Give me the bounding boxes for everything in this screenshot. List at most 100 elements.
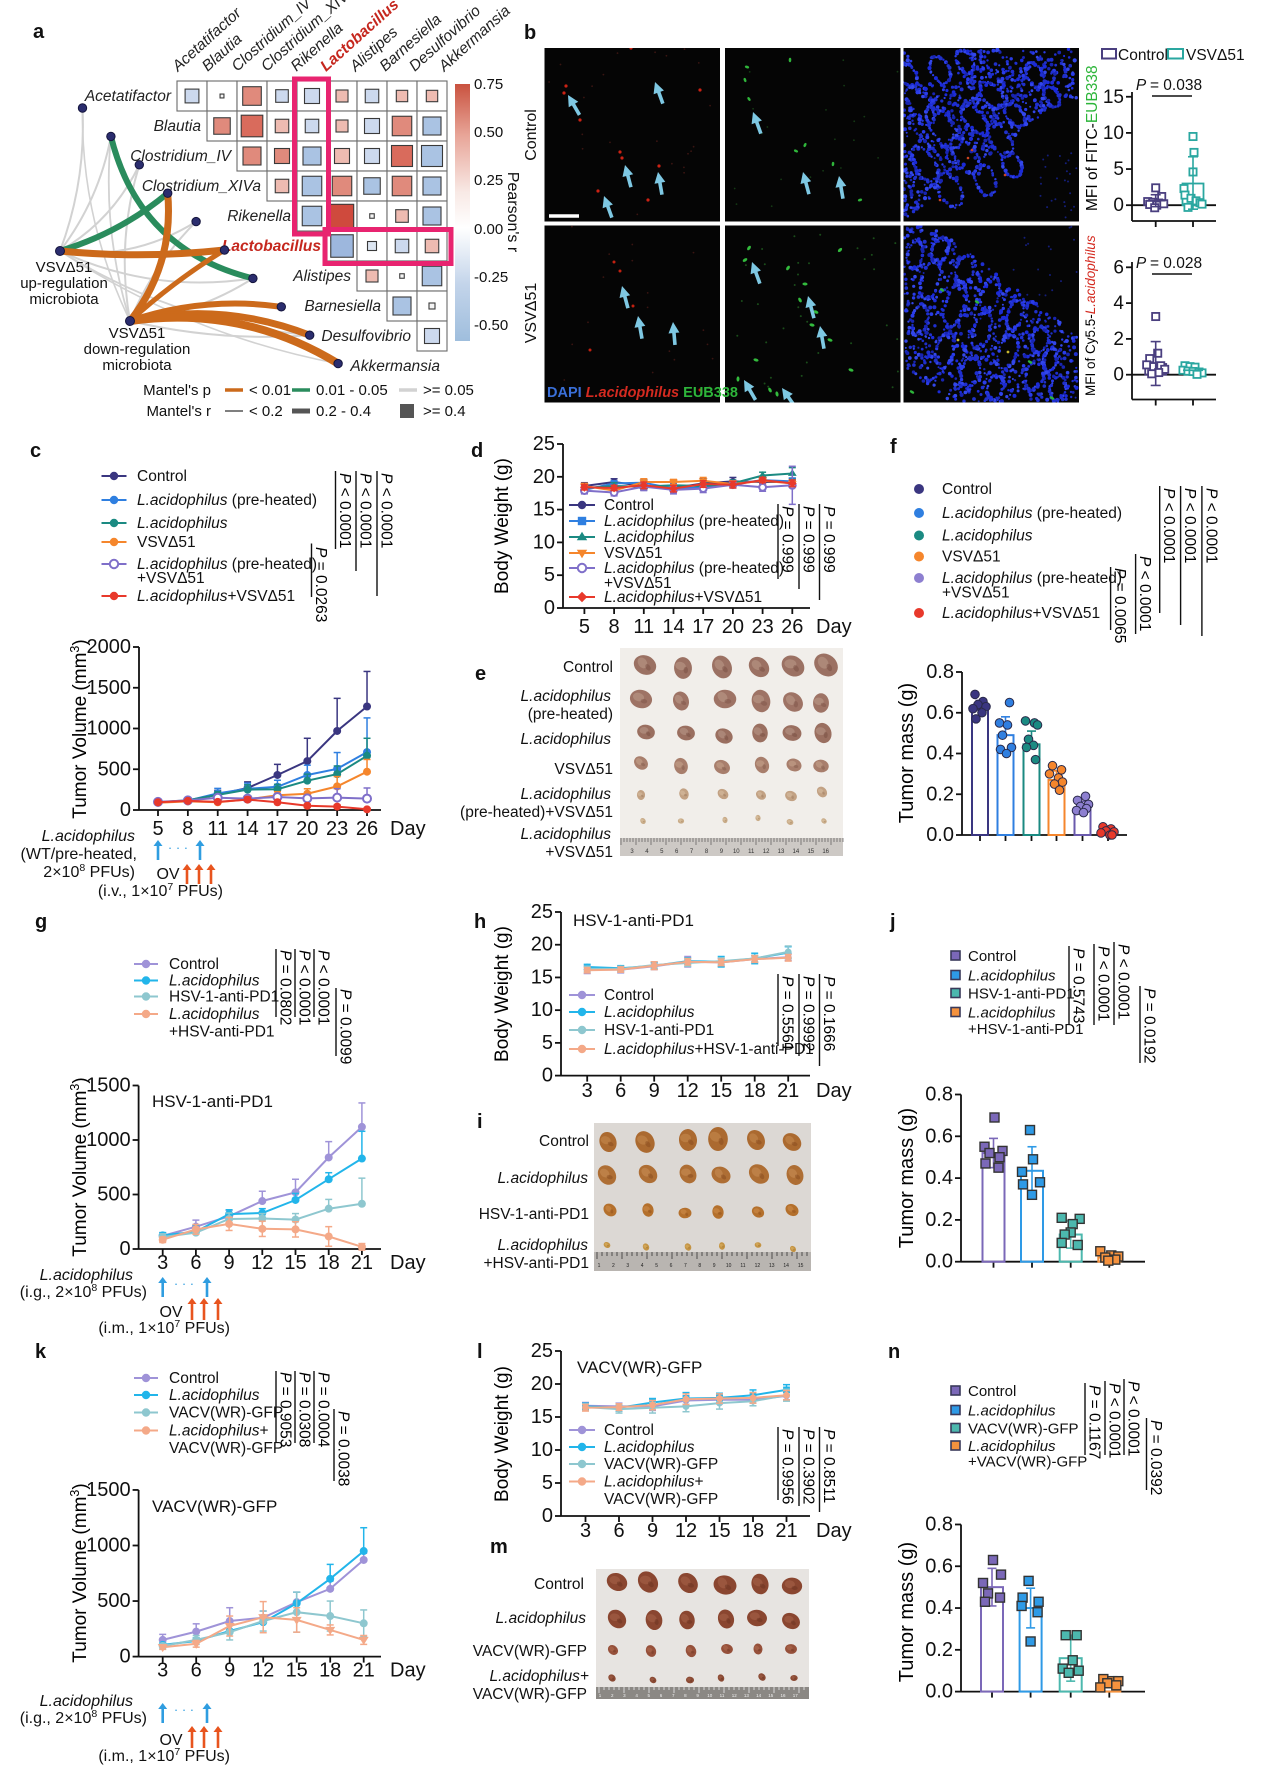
svg-text:P = 0.999: P = 0.999: [800, 506, 817, 573]
svg-text:L.acidophilus: L.acidophilus: [498, 1170, 589, 1187]
svg-text:5: 5: [542, 1032, 553, 1054]
svg-text:0.25: 0.25: [474, 172, 503, 189]
svg-text:P = 0.1666: P = 0.1666: [820, 976, 837, 1051]
svg-text:12: 12: [675, 1520, 697, 1542]
svg-text:P < 0.0001: P < 0.0001: [1106, 1383, 1123, 1458]
svg-text:11: 11: [740, 1263, 745, 1269]
svg-text:HSV-1-anti-PD1: HSV-1-anti-PD1: [604, 1022, 714, 1039]
svg-text:+VSVΔ51: +VSVΔ51: [137, 570, 205, 587]
svg-text:15: 15: [807, 849, 814, 855]
svg-text:0.6: 0.6: [926, 702, 954, 724]
svg-text:17: 17: [692, 616, 714, 638]
svg-text:Day: Day: [816, 1520, 852, 1542]
svg-text:Control: Control: [169, 1370, 219, 1387]
svg-text:P < 0.0001: P < 0.0001: [1125, 1381, 1142, 1456]
svg-text:< 0.2: < 0.2: [249, 403, 283, 420]
svg-text:0.75: 0.75: [474, 76, 503, 93]
svg-text:j: j: [889, 911, 896, 933]
svg-text:12: 12: [763, 849, 770, 855]
svg-text:Clostridium_IV: Clostridium_IV: [130, 148, 232, 165]
svg-text:g: g: [35, 911, 47, 933]
svg-text:f: f: [890, 436, 897, 458]
svg-text:P = 0.0099: P = 0.0099: [337, 989, 354, 1064]
svg-text:P = 0.0065: P = 0.0065: [1111, 568, 1128, 643]
svg-text:0: 0: [542, 1065, 553, 1087]
svg-text:9: 9: [224, 1252, 235, 1274]
svg-text:2: 2: [611, 1693, 614, 1698]
svg-text:17: 17: [266, 818, 288, 840]
svg-text:microbiota: microbiota: [102, 357, 172, 374]
svg-text:L.acidophilus (pre-heated): L.acidophilus (pre-heated): [137, 492, 317, 509]
svg-text:13: 13: [778, 849, 785, 855]
svg-text:Day: Day: [390, 1252, 426, 1274]
svg-text:VSVΔ51: VSVΔ51: [1186, 47, 1245, 64]
svg-text:7: 7: [684, 1263, 687, 1269]
svg-text:L.acidophilus (pre-heated): L.acidophilus (pre-heated): [604, 513, 784, 530]
svg-text:L.acidophilus+: L.acidophilus+: [604, 1474, 704, 1491]
svg-text:16: 16: [780, 1693, 786, 1698]
svg-text:P < 0.0001: P < 0.0001: [1136, 556, 1153, 631]
svg-text:h: h: [474, 911, 486, 933]
svg-text:P < 0.0001: P < 0.0001: [336, 473, 353, 548]
svg-text:0: 0: [119, 1646, 130, 1668]
svg-text:L.acidophilus: L.acidophilus: [968, 968, 1056, 985]
svg-text:P < 0.0001: P < 0.0001: [357, 473, 374, 548]
svg-text:5: 5: [152, 818, 163, 840]
svg-text:VACV(WR)-GFP: VACV(WR)-GFP: [152, 1497, 277, 1516]
svg-text:P < 0.0001: P < 0.0001: [315, 950, 332, 1025]
svg-text:L.acidophilus: L.acidophilus: [968, 1005, 1056, 1022]
svg-text:>= 0.4: >= 0.4: [423, 403, 466, 420]
svg-text:Mantel's p: Mantel's p: [143, 382, 211, 399]
svg-text:20: 20: [533, 466, 555, 488]
svg-text:1000: 1000: [87, 718, 132, 740]
svg-text:P = 0.0392: P = 0.0392: [1147, 1420, 1164, 1495]
svg-text:16: 16: [822, 849, 829, 855]
svg-text:11: 11: [748, 849, 755, 855]
svg-text:6: 6: [613, 1520, 624, 1542]
svg-text:10: 10: [531, 1439, 553, 1461]
svg-text:5: 5: [655, 1263, 658, 1269]
svg-text:L.acidophilus: L.acidophilus: [40, 1267, 133, 1284]
svg-text:4: 4: [641, 1263, 644, 1269]
svg-text:< 0.01: < 0.01: [249, 382, 291, 399]
svg-text:P = 0.028: P = 0.028: [1136, 255, 1202, 272]
svg-text:0.6: 0.6: [925, 1125, 953, 1147]
svg-text:L.acidophilus: L.acidophilus: [604, 529, 695, 546]
svg-text:P < 0.0001: P < 0.0001: [378, 473, 395, 548]
svg-text:2: 2: [1113, 329, 1124, 350]
svg-text:L.acidophilus+HSV-1-anti-PD1: L.acidophilus+HSV-1-anti-PD1: [604, 1041, 814, 1058]
svg-text:Tumor mass (g): Tumor mass (g): [896, 1108, 918, 1248]
svg-text:VACV(WR)-GFP: VACV(WR)-GFP: [473, 1643, 587, 1660]
svg-text:L.acidophilus: L.acidophilus: [137, 515, 228, 532]
svg-text:L.acidophilus: L.acidophilus: [169, 1006, 260, 1023]
svg-text:Control: Control: [563, 659, 613, 676]
svg-text:· · ·: · · ·: [168, 840, 188, 855]
svg-text:HSV-1-anti-PD1: HSV-1-anti-PD1: [169, 989, 279, 1006]
svg-text:0: 0: [544, 597, 555, 619]
svg-text:0.50: 0.50: [474, 124, 503, 141]
svg-text:Body Weight (g): Body Weight (g): [492, 458, 513, 594]
svg-text:25: 25: [531, 901, 553, 923]
svg-text:4: 4: [645, 849, 649, 855]
svg-text:1500: 1500: [87, 677, 132, 699]
svg-text:P = 0.999: P = 0.999: [779, 506, 796, 573]
svg-text:HSV-1-anti-PD1: HSV-1-anti-PD1: [152, 1092, 273, 1111]
svg-text:(pre-heated): (pre-heated): [528, 706, 613, 723]
svg-text:VSVΔ51: VSVΔ51: [36, 259, 93, 276]
svg-text:Body Weight (g): Body Weight (g): [492, 1366, 513, 1502]
svg-text:0: 0: [119, 1238, 130, 1260]
svg-text:n: n: [888, 1341, 900, 1363]
svg-text:20: 20: [296, 818, 318, 840]
svg-text:VSVΔ51: VSVΔ51: [109, 325, 166, 342]
svg-text:0.4: 0.4: [926, 743, 954, 765]
svg-text:L.acidophilus: L.acidophilus: [498, 1237, 589, 1254]
svg-text:Control: Control: [968, 1383, 1016, 1400]
svg-text:P = 0.9956: P = 0.9956: [779, 1429, 796, 1504]
svg-text:P = 0.0308: P = 0.0308: [296, 1372, 313, 1447]
svg-text:9: 9: [713, 1263, 716, 1269]
svg-text:Day: Day: [816, 1080, 852, 1102]
svg-text:+VSVΔ51: +VSVΔ51: [604, 575, 672, 592]
svg-text:10: 10: [533, 531, 555, 553]
svg-text:P = 0.0802: P = 0.0802: [277, 950, 294, 1025]
svg-text:10: 10: [733, 849, 740, 855]
